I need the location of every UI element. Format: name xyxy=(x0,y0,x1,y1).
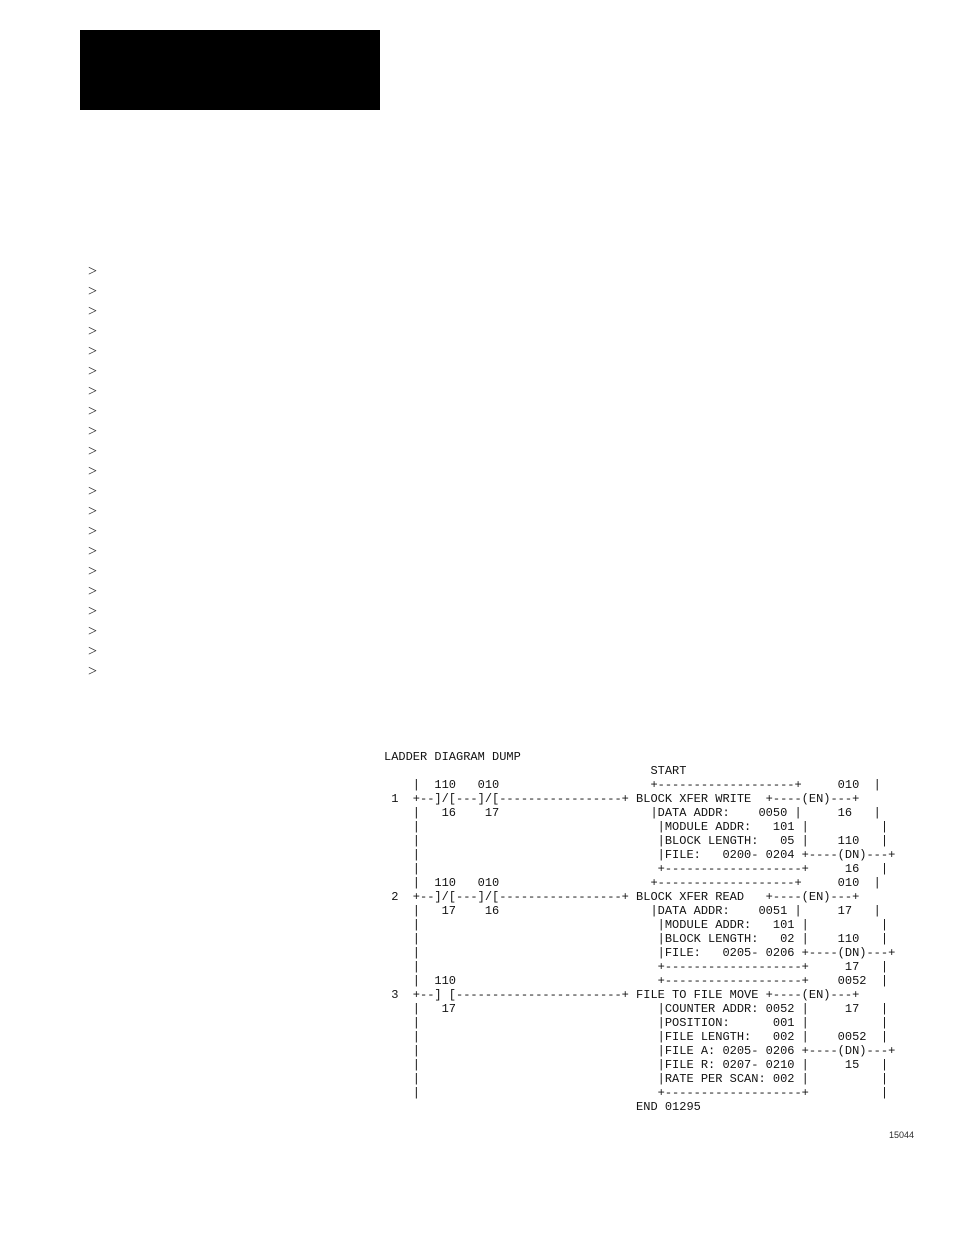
chevron-icon: > xyxy=(88,282,97,302)
chevron-icon: > xyxy=(88,322,97,342)
chevron-icon: > xyxy=(88,582,97,602)
chevron-icon: > xyxy=(88,562,97,582)
header-redaction-box xyxy=(80,30,380,110)
chevron-icon: > xyxy=(88,662,97,682)
chevron-icon: > xyxy=(88,342,97,362)
chevron-icon: > xyxy=(88,502,97,522)
chevron-icon: > xyxy=(88,362,97,382)
chevron-icon: > xyxy=(88,442,97,462)
chevron-icon: > xyxy=(88,482,97,502)
chevron-icon: > xyxy=(88,462,97,482)
page: >>>>>>>>>>>>>>>>>>>>> LADDER DIAGRAM DUM… xyxy=(0,0,954,1235)
chevron-column: >>>>>>>>>>>>>>>>>>>>> xyxy=(88,262,97,682)
chevron-icon: > xyxy=(88,642,97,662)
chevron-icon: > xyxy=(88,602,97,622)
figure-number: 15044 xyxy=(889,1130,914,1140)
ladder-diagram-dump: LADDER DIAGRAM DUMP START | 110 010 +---… xyxy=(384,750,895,1114)
chevron-icon: > xyxy=(88,522,97,542)
chevron-icon: > xyxy=(88,542,97,562)
chevron-icon: > xyxy=(88,402,97,422)
chevron-icon: > xyxy=(88,302,97,322)
chevron-icon: > xyxy=(88,382,97,402)
chevron-icon: > xyxy=(88,262,97,282)
chevron-icon: > xyxy=(88,622,97,642)
chevron-icon: > xyxy=(88,422,97,442)
